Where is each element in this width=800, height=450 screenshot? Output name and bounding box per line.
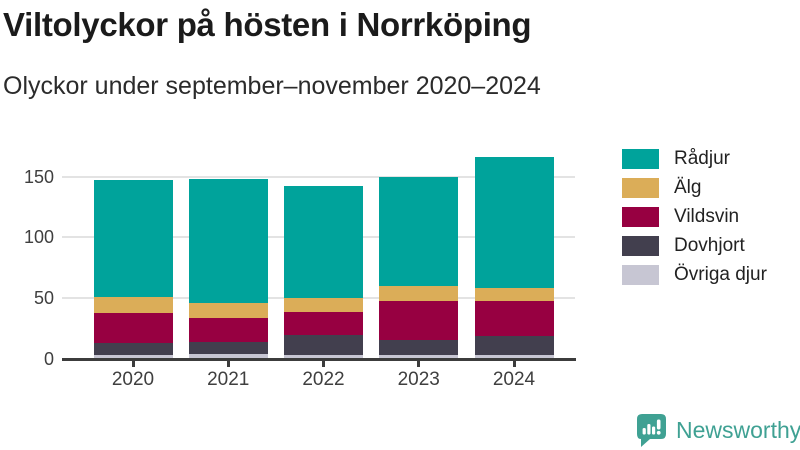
chart-title: Viltolyckor på hösten i Norrköping bbox=[3, 6, 532, 43]
legend-label: Älg bbox=[674, 177, 702, 198]
x-axis-line bbox=[62, 358, 576, 361]
segment-2023 bbox=[379, 300, 459, 340]
legend-item-vildsvin: Vildsvin bbox=[622, 206, 767, 227]
x-axis-label: 2023 bbox=[397, 369, 440, 390]
x-axis-label: 2020 bbox=[111, 369, 155, 390]
segment-2024 bbox=[474, 157, 554, 289]
segment-2023 bbox=[379, 176, 459, 286]
segment-2021 bbox=[188, 178, 268, 304]
newsworthy-brand: Newsworthy bbox=[636, 413, 800, 448]
segment-2023 bbox=[379, 339, 459, 356]
gridline-150 bbox=[62, 175, 575, 178]
segment-2024 bbox=[474, 335, 554, 356]
segment-2021 bbox=[188, 354, 268, 359]
segment-2023 bbox=[379, 355, 459, 359]
segment-2020 bbox=[93, 343, 173, 356]
segment-2020 bbox=[93, 355, 173, 359]
chart-subtitle: Olyckor under september–november 2020–20… bbox=[3, 72, 541, 100]
legend-swatch-dovhjort bbox=[622, 236, 659, 256]
segment-2021 bbox=[188, 317, 268, 342]
segment-2022 bbox=[284, 355, 363, 359]
bar-2023 bbox=[379, 176, 459, 359]
segment-2024 bbox=[474, 355, 554, 359]
newsworthy-wordmark: Newsworthy bbox=[676, 417, 800, 443]
segment-2022 bbox=[284, 186, 363, 299]
legend-swatch-radjur bbox=[622, 149, 659, 169]
segment-2023 bbox=[379, 286, 459, 301]
bar-2020 bbox=[93, 180, 173, 359]
y-axis-label: 50 bbox=[33, 288, 54, 309]
segment-2021 bbox=[188, 303, 268, 318]
segment-2020 bbox=[93, 312, 173, 344]
x-tick bbox=[512, 361, 516, 367]
bar-2022 bbox=[284, 186, 363, 359]
legend-item-radjur: Rådjur bbox=[622, 148, 767, 169]
segment-2021 bbox=[188, 341, 268, 355]
x-tick bbox=[131, 361, 135, 367]
segment-2024 bbox=[474, 288, 554, 301]
legend-label: Vildsvin bbox=[674, 206, 740, 227]
legend-item-dovhjort: Dovhjort bbox=[622, 235, 767, 256]
segment-2022 bbox=[284, 298, 363, 312]
segment-2022 bbox=[284, 334, 363, 356]
x-axis-label: 2024 bbox=[492, 369, 536, 390]
x-axis-label: 2022 bbox=[302, 369, 345, 390]
legend-swatch-alg bbox=[622, 178, 659, 198]
segment-2020 bbox=[93, 180, 173, 297]
legend-item-alg: Älg bbox=[622, 177, 767, 198]
y-axis-label: 150 bbox=[23, 166, 54, 187]
x-tick bbox=[322, 361, 325, 367]
legend-item-ovriga-djur: Övriga djur bbox=[622, 264, 767, 285]
legend-swatch-ovriga-djur bbox=[622, 265, 659, 285]
y-axis-label: 100 bbox=[23, 227, 54, 248]
x-tick bbox=[417, 361, 421, 367]
legend-label: Rådjur bbox=[674, 148, 730, 169]
legend-label: Övriga djur bbox=[674, 264, 767, 285]
legend-swatch-vildsvin bbox=[622, 207, 659, 227]
legend-label: Dovhjort bbox=[674, 235, 745, 256]
legend: Rådjur Älg Vildsvin Dovhjort Övriga djur bbox=[622, 148, 767, 285]
x-axis-label: 2021 bbox=[207, 369, 250, 390]
x-tick bbox=[226, 361, 230, 367]
segment-2022 bbox=[284, 311, 363, 335]
segment-2024 bbox=[474, 300, 554, 336]
y-axis-label: 0 bbox=[43, 349, 54, 369]
newsworthy-logo-icon bbox=[637, 414, 666, 447]
bar-2024 bbox=[474, 157, 554, 359]
bar-2021 bbox=[188, 178, 268, 359]
segment-2020 bbox=[93, 296, 173, 313]
